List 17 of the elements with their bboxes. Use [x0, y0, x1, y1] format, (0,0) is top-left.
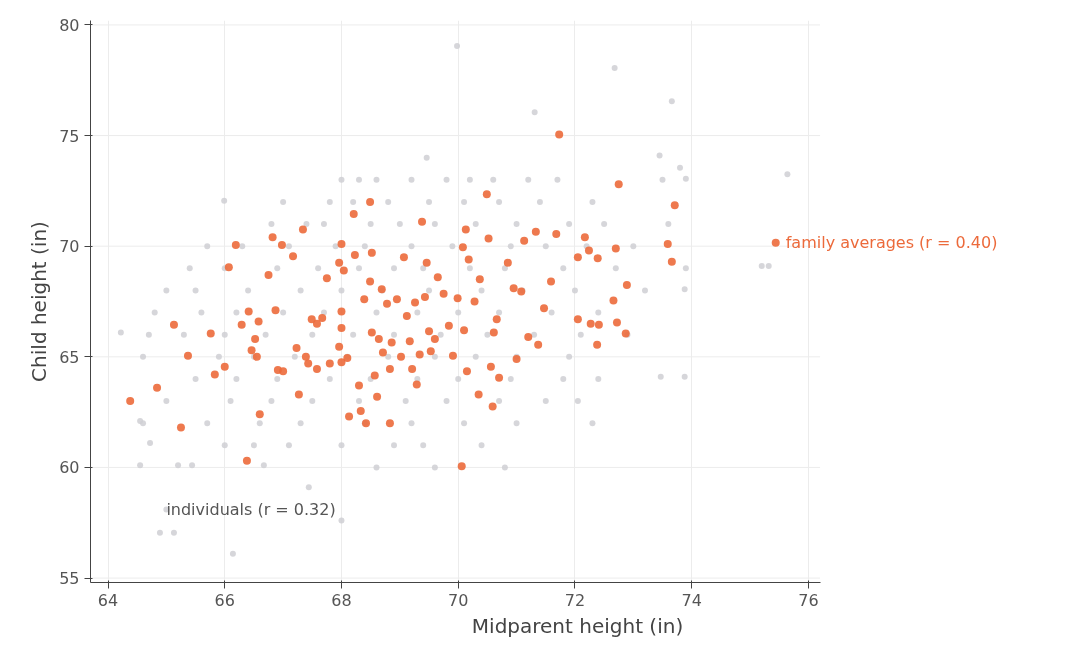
x-tick-label: 74	[681, 590, 702, 610]
x-axis-title: Midparent height (in)	[471, 613, 684, 638]
series-label: individuals (r = 0.32)	[166, 499, 336, 519]
y-tick-label: 60	[59, 458, 80, 478]
y-tick-label: 80	[59, 15, 80, 35]
y-tick-label: 75	[59, 126, 80, 146]
series-label: family averages (r = 0.40)	[785, 233, 998, 253]
x-tick-label: 76	[798, 590, 819, 610]
x-tick-label: 66	[214, 590, 235, 610]
x-tick-label: 64	[97, 590, 119, 610]
y-tick-label: 55	[59, 569, 80, 589]
x-tick-label: 70	[448, 590, 469, 610]
y-axis-title: Child height (in)	[27, 221, 52, 382]
x-tick-label: 72	[564, 590, 586, 610]
x-tick-label: 68	[331, 590, 352, 610]
y-tick-label: 70	[59, 237, 80, 257]
y-tick-label: 65	[59, 347, 80, 367]
